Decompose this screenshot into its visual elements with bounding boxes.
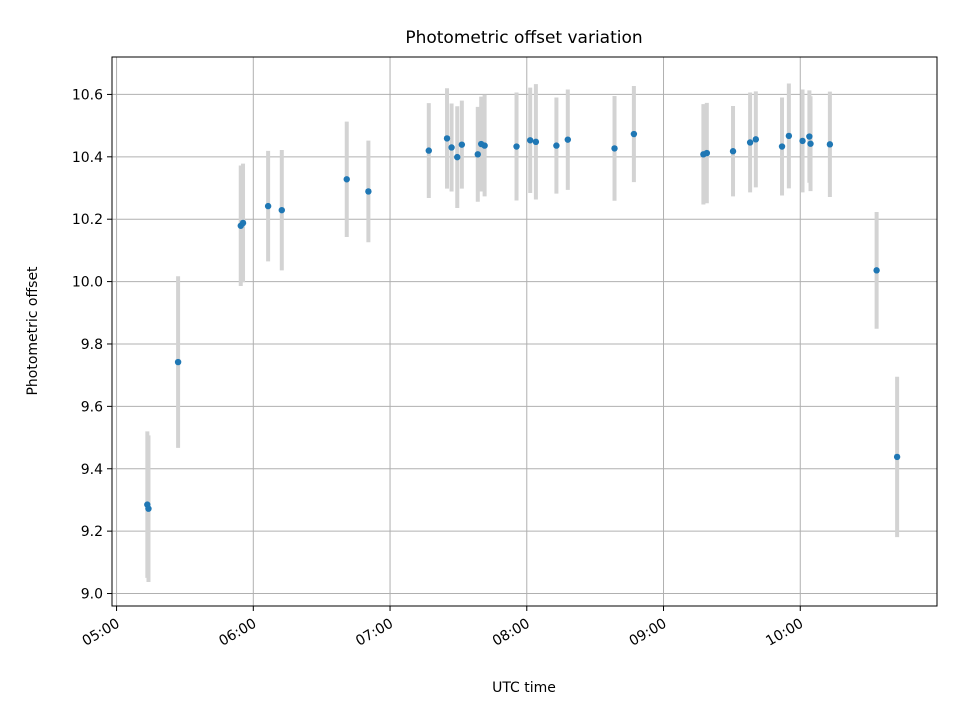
data-point (343, 176, 350, 183)
grid-layer (112, 57, 937, 606)
chart-title: Photometric offset variation (405, 28, 642, 48)
y-tick-label: 9.0 (81, 587, 103, 603)
y-tick-label: 10.6 (72, 87, 103, 103)
point-layer (144, 130, 901, 512)
plot-frame (111, 56, 938, 607)
data-point (513, 143, 520, 150)
data-point (239, 219, 247, 227)
data-point (454, 153, 461, 161)
data-point (703, 149, 711, 157)
data-point (826, 141, 834, 148)
data-point (145, 505, 152, 512)
data-point (425, 147, 432, 154)
data-point (630, 130, 638, 138)
x-axis-label: UTC time (492, 680, 556, 696)
data-point (526, 137, 534, 144)
data-point (752, 136, 760, 143)
data-point (807, 140, 814, 147)
data-point (278, 206, 285, 214)
data-point (729, 148, 737, 155)
y-tick-label: 9.8 (81, 337, 103, 353)
data-point (611, 145, 618, 152)
y-axis-label: Photometric offset (25, 266, 41, 396)
data-point (474, 151, 481, 158)
y-tick-label: 9.6 (81, 399, 103, 415)
data-point (174, 358, 182, 366)
y-axis-ticks: 9.0 9.2 9.4 9.6 9.8 10.0 10.2 10.4 10.6 (72, 87, 112, 603)
data-point (365, 188, 372, 195)
data-point (443, 135, 451, 142)
data-point (785, 132, 793, 140)
data-point (746, 139, 754, 146)
y-tick-label: 9.2 (81, 524, 103, 540)
data-point (873, 267, 880, 274)
data-point (448, 144, 455, 151)
y-tick-label: 10.0 (72, 275, 103, 291)
data-point (532, 138, 540, 146)
data-point (778, 143, 786, 150)
data-point (458, 141, 466, 148)
data-point (553, 142, 560, 149)
data-point (799, 137, 806, 145)
y-tick-label: 9.4 (81, 462, 103, 478)
data-point (564, 136, 572, 143)
y-tick-label: 10.2 (72, 212, 103, 228)
data-point (481, 142, 488, 149)
data-point (806, 133, 813, 140)
data-point (893, 453, 901, 461)
data-point (264, 202, 272, 210)
y-tick-label: 10.4 (72, 150, 103, 166)
